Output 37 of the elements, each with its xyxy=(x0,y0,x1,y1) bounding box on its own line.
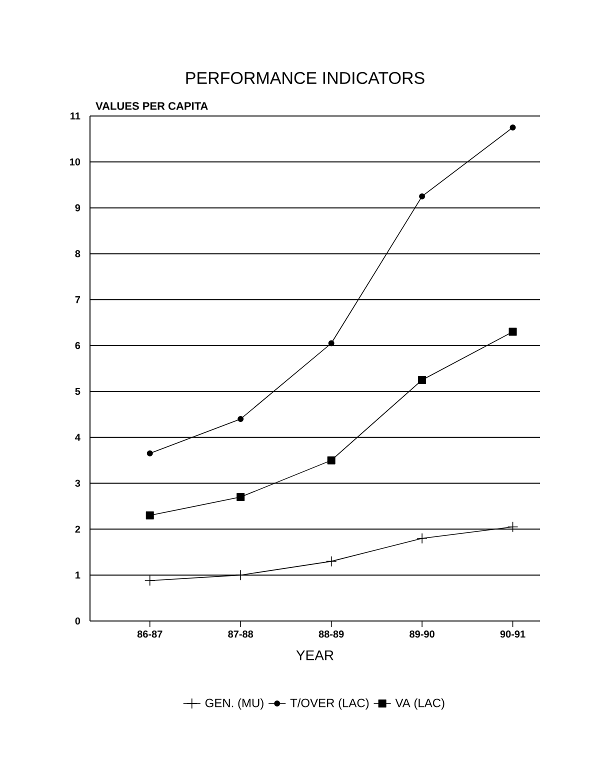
point xyxy=(328,340,334,346)
point xyxy=(146,450,153,456)
legend-label: GEN. (MU) xyxy=(205,698,264,710)
y-tick-label: 3 xyxy=(75,480,80,487)
point xyxy=(327,456,336,464)
y-tick-label: 5 xyxy=(75,388,80,395)
chart-title: PERFORMANCE INDICATORS xyxy=(186,72,424,84)
point xyxy=(507,521,518,532)
y-tick-label: 6 xyxy=(75,342,80,350)
point xyxy=(144,575,156,586)
point xyxy=(416,532,428,544)
point xyxy=(236,493,245,502)
y-tick-label: 8 xyxy=(75,250,80,258)
y-tick-label: 0 xyxy=(75,617,80,625)
y-tick-label: 4 xyxy=(75,434,80,441)
y-tick-label: 7 xyxy=(75,296,80,304)
y-axis-title: VALUES PER CAPITA xyxy=(96,102,208,110)
y-tick-label: 9 xyxy=(75,204,80,212)
x-tick-label: 88-89 xyxy=(318,630,344,638)
point xyxy=(146,511,154,520)
point xyxy=(418,376,426,384)
point xyxy=(326,556,337,567)
point xyxy=(508,328,517,336)
y-tick-label: 11 xyxy=(70,112,80,120)
x-axis-title: YEAR xyxy=(296,650,334,660)
point xyxy=(419,193,426,200)
y-tick-label: 10 xyxy=(70,158,80,166)
point xyxy=(510,124,516,130)
x-tick-label: 90-91 xyxy=(500,630,526,638)
point xyxy=(238,416,244,422)
legend-label: VA (LAC) xyxy=(395,698,444,710)
x-tick-label: 87-88 xyxy=(228,630,254,638)
x-tick-label: 86-87 xyxy=(137,630,162,638)
x-tick-label: 89-90 xyxy=(410,630,434,638)
y-tick-label: 1 xyxy=(76,572,80,579)
y-tick-label: 2 xyxy=(75,526,80,533)
legend-label: T/OVER (LAC) xyxy=(290,698,369,710)
